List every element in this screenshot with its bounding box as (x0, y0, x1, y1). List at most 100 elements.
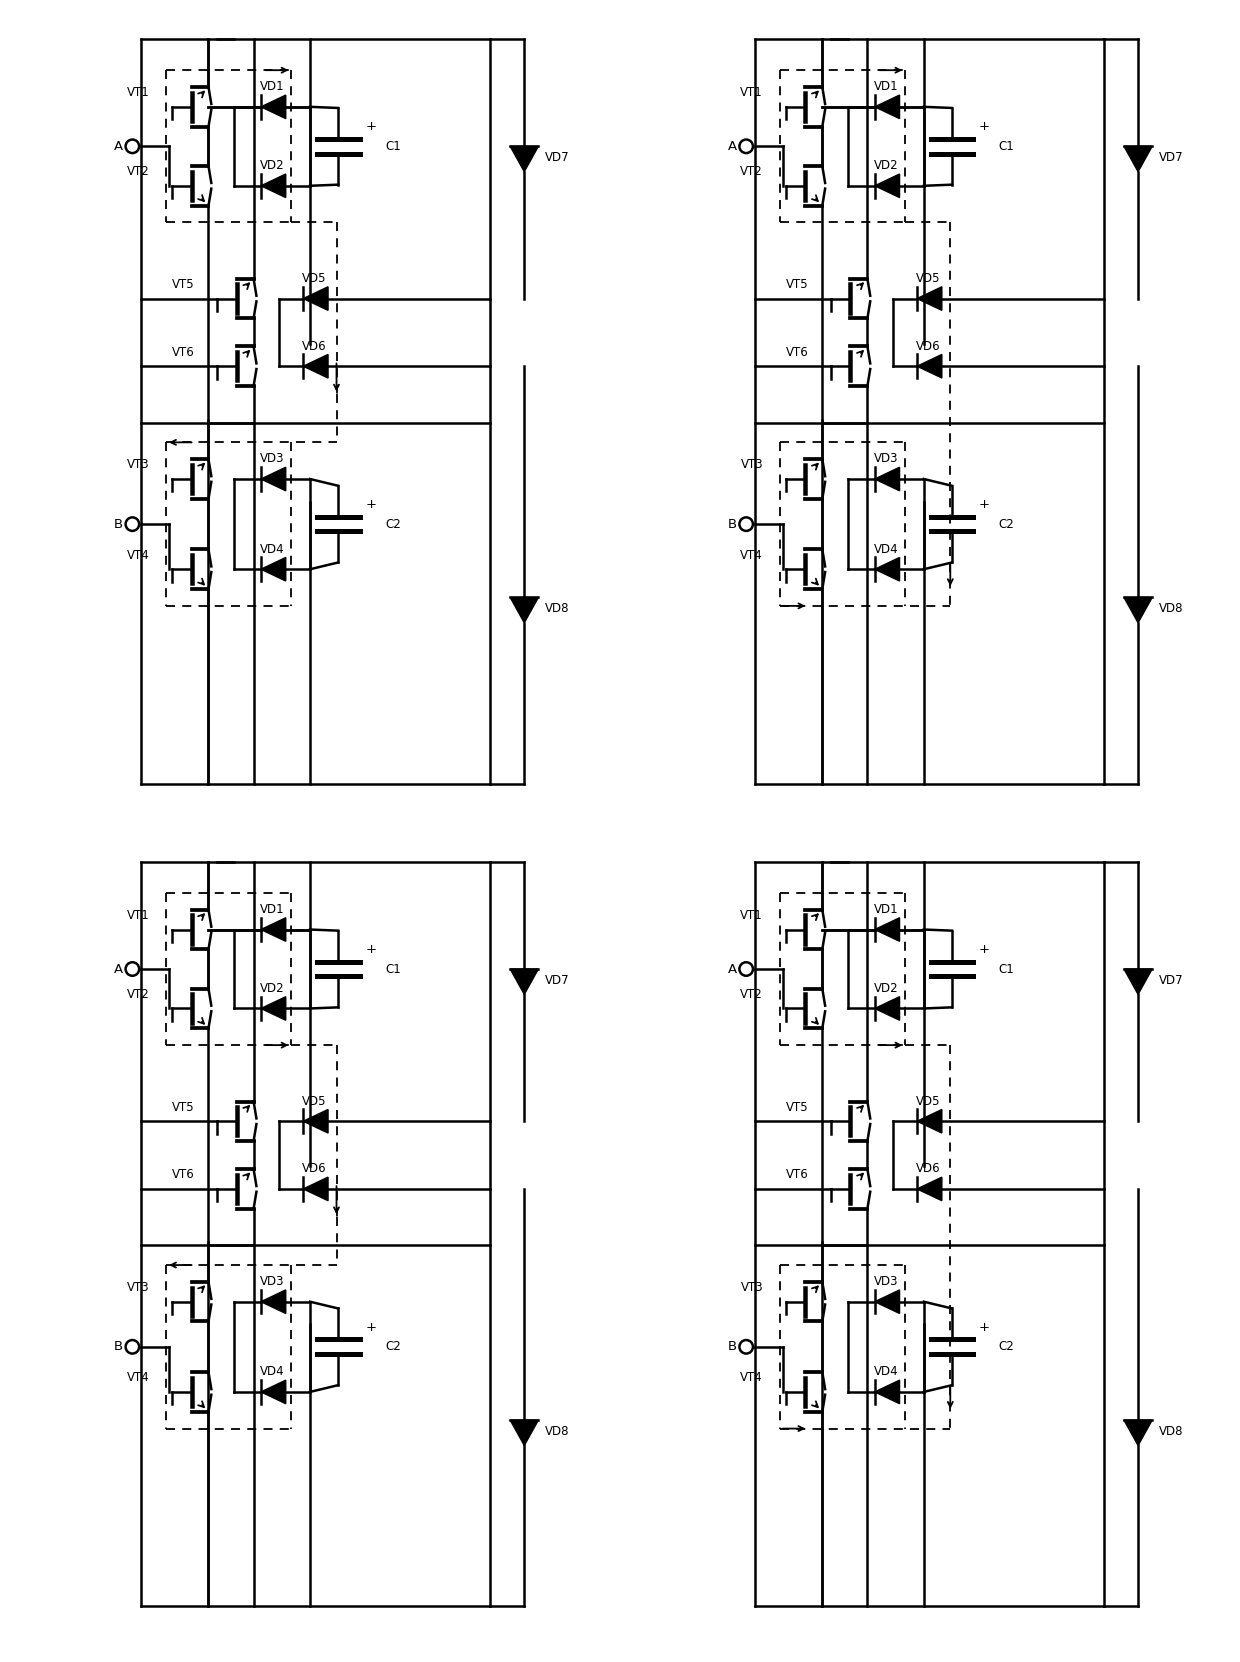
Text: VD5: VD5 (303, 1095, 326, 1107)
Text: C1: C1 (998, 962, 1014, 976)
Text: C1: C1 (998, 140, 1014, 153)
Text: VT1: VT1 (126, 909, 149, 922)
Polygon shape (874, 1379, 899, 1404)
Text: VT2: VT2 (126, 987, 149, 1001)
Text: VD5: VD5 (916, 1095, 940, 1107)
Polygon shape (510, 1419, 538, 1446)
Text: VD8: VD8 (546, 1424, 569, 1438)
Text: VT3: VT3 (740, 459, 763, 472)
Text: VT5: VT5 (786, 1100, 808, 1114)
Polygon shape (874, 95, 899, 118)
Polygon shape (510, 146, 538, 171)
Text: VT5: VT5 (172, 1100, 195, 1114)
Text: +: + (980, 942, 990, 956)
Text: VD4: VD4 (260, 542, 284, 555)
Polygon shape (874, 997, 899, 1020)
Text: VD6: VD6 (303, 339, 326, 352)
Text: A: A (114, 962, 123, 976)
Text: A: A (114, 140, 123, 153)
Text: VT2: VT2 (126, 165, 149, 178)
Polygon shape (874, 917, 899, 941)
Polygon shape (260, 1379, 285, 1404)
Text: VD8: VD8 (1159, 602, 1183, 615)
Text: VD8: VD8 (546, 602, 569, 615)
Text: VD5: VD5 (916, 273, 940, 284)
Polygon shape (510, 597, 538, 623)
Text: VT6: VT6 (171, 1168, 195, 1182)
Text: VD1: VD1 (260, 902, 284, 916)
Text: +: + (980, 1321, 990, 1335)
Polygon shape (918, 1177, 942, 1200)
Text: VT4: VT4 (126, 1371, 149, 1384)
Text: B: B (114, 1340, 123, 1353)
Text: VT3: VT3 (126, 1281, 149, 1295)
Polygon shape (918, 1110, 942, 1133)
Text: B: B (114, 517, 123, 530)
Text: VD3: VD3 (260, 452, 284, 465)
Text: +: + (366, 1321, 376, 1335)
Text: C2: C2 (384, 517, 401, 530)
Text: VD3: VD3 (874, 1275, 898, 1288)
Polygon shape (260, 1290, 285, 1313)
Text: VT6: VT6 (171, 346, 195, 359)
Polygon shape (260, 997, 285, 1020)
Text: VD4: VD4 (874, 1365, 898, 1378)
Text: +: + (980, 120, 990, 133)
Polygon shape (304, 1177, 329, 1200)
Polygon shape (260, 557, 285, 582)
Polygon shape (874, 1290, 899, 1313)
Text: +: + (366, 942, 376, 956)
Text: VD7: VD7 (546, 974, 569, 987)
Text: VD2: VD2 (260, 160, 284, 173)
Polygon shape (304, 288, 329, 311)
Text: VT4: VT4 (740, 548, 763, 562)
Text: +: + (980, 499, 990, 512)
Text: VD6: VD6 (916, 339, 940, 352)
Text: VD3: VD3 (260, 1275, 284, 1288)
Text: C1: C1 (384, 962, 401, 976)
Text: C2: C2 (998, 1340, 1014, 1353)
Polygon shape (918, 354, 942, 377)
Text: B: B (728, 517, 737, 530)
Polygon shape (1123, 969, 1152, 994)
Text: +: + (366, 120, 376, 133)
Polygon shape (918, 288, 942, 311)
Polygon shape (1123, 146, 1152, 171)
Text: VD1: VD1 (874, 902, 898, 916)
Polygon shape (304, 1110, 329, 1133)
Polygon shape (260, 917, 285, 941)
Text: VT2: VT2 (740, 165, 763, 178)
Text: VT1: VT1 (740, 86, 763, 100)
Text: VD7: VD7 (1159, 974, 1183, 987)
Text: A: A (728, 962, 737, 976)
Polygon shape (1123, 1419, 1152, 1446)
Text: VT4: VT4 (740, 1371, 763, 1384)
Text: VD5: VD5 (303, 273, 326, 284)
Text: VT3: VT3 (740, 1281, 763, 1295)
Text: VD8: VD8 (1159, 1424, 1183, 1438)
Polygon shape (1123, 597, 1152, 623)
Text: VD4: VD4 (260, 1365, 284, 1378)
Text: VD3: VD3 (874, 452, 898, 465)
Polygon shape (304, 354, 329, 377)
Text: VT6: VT6 (785, 1168, 808, 1182)
Text: VT5: VT5 (786, 278, 808, 291)
Text: VT1: VT1 (740, 909, 763, 922)
Text: VT1: VT1 (126, 86, 149, 100)
Text: B: B (728, 1340, 737, 1353)
Text: VT5: VT5 (172, 278, 195, 291)
Text: VT3: VT3 (126, 459, 149, 472)
Text: VD1: VD1 (260, 80, 284, 93)
Polygon shape (510, 969, 538, 994)
Text: VD2: VD2 (874, 160, 898, 173)
Text: VD2: VD2 (874, 982, 898, 996)
Text: VD2: VD2 (260, 982, 284, 996)
Text: VT2: VT2 (740, 987, 763, 1001)
Text: VT4: VT4 (126, 548, 149, 562)
Text: A: A (728, 140, 737, 153)
Polygon shape (260, 175, 285, 198)
Text: C1: C1 (384, 140, 401, 153)
Text: C2: C2 (998, 517, 1014, 530)
Text: VT6: VT6 (785, 346, 808, 359)
Text: VD4: VD4 (874, 542, 898, 555)
